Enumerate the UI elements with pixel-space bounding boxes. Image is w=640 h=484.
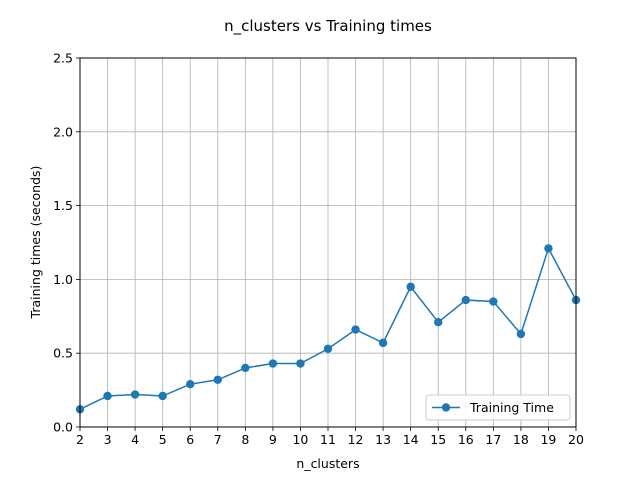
data-point [351, 325, 360, 334]
chart-title: n_clusters vs Training times [224, 17, 432, 36]
data-point [434, 318, 443, 327]
x-tick-label: 8 [241, 432, 249, 447]
data-point [406, 282, 415, 291]
data-point [516, 329, 526, 339]
x-tick-label: 19 [540, 432, 556, 447]
data-point [213, 375, 222, 384]
data-point [158, 391, 167, 401]
x-tick-label: 15 [430, 432, 446, 447]
legend-marker-swatch [441, 403, 451, 412]
x-tick-label: 4 [131, 432, 139, 447]
data-point [544, 244, 553, 253]
x-tick-label: 2 [76, 432, 84, 447]
legend-frame [425, 394, 571, 421]
data-point [186, 379, 195, 389]
data-point [461, 295, 470, 305]
y-tick-label: 1.0 [53, 272, 73, 287]
data-point [296, 359, 305, 368]
y-axis-ticks: 0.0 0.5 1.0 1.5 2.0 2.5 [53, 51, 80, 435]
y-tick-label: 0.0 [53, 420, 73, 435]
legend: Training Time [425, 394, 571, 421]
data-point [130, 390, 140, 399]
x-tick-label: 13 [375, 432, 391, 447]
series-layer [75, 244, 581, 414]
data-point [378, 338, 388, 348]
x-tick-label: 5 [159, 432, 167, 447]
data-point [323, 344, 333, 353]
x-tick-label: 20 [568, 432, 584, 447]
x-tick-label: 17 [485, 432, 501, 447]
data-point [489, 297, 498, 306]
data-point [103, 391, 112, 401]
x-tick-label: 9 [269, 432, 277, 447]
x-tick-label: 11 [320, 432, 336, 447]
y-tick-label: 0.5 [53, 346, 73, 361]
x-axis-label: n_clusters [296, 456, 359, 471]
y-axis-label: Training times (seconds) [28, 166, 43, 320]
x-axis-ticks: 2 3 4 5 6 7 8 9 10 11 12 13 14 15 16 17 18 19 20 [76, 427, 584, 447]
x-tick-label: 16 [458, 432, 474, 447]
y-tick-label: 1.5 [53, 198, 73, 213]
x-tick-label: 12 [348, 432, 364, 447]
x-tick-label: 3 [104, 432, 112, 447]
y-tick-label: 2.0 [53, 124, 73, 139]
data-point [268, 359, 278, 368]
x-tick-label: 18 [513, 432, 529, 447]
x-tick-label: 6 [186, 432, 194, 447]
data-point [241, 363, 250, 373]
x-tick-label: 10 [292, 432, 308, 447]
grid-lines [79, 57, 577, 428]
x-tick-label: 14 [403, 432, 419, 447]
y-tick-label: 2.5 [53, 51, 73, 66]
x-tick-label: 7 [214, 432, 222, 447]
legend-label: Training Time [469, 400, 554, 415]
